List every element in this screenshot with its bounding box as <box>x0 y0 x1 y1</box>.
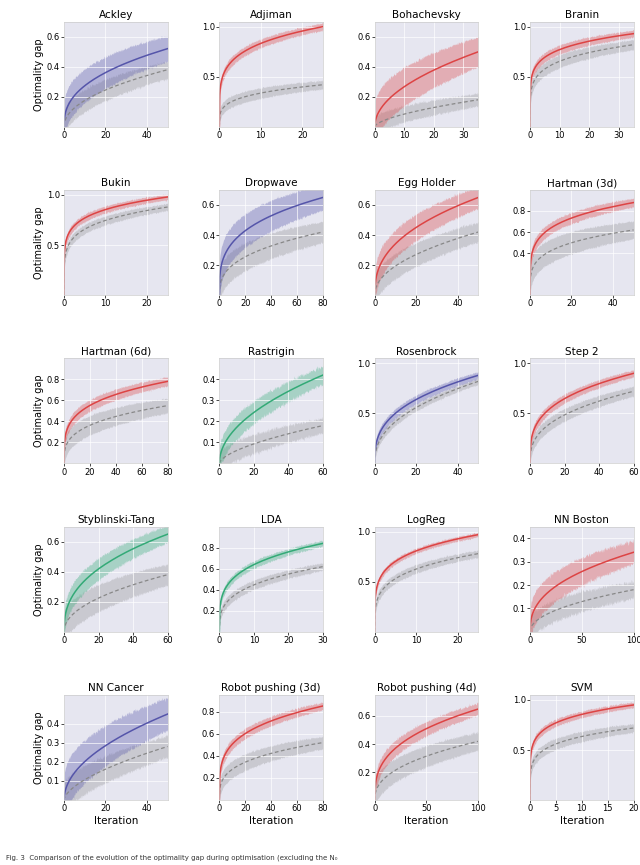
Title: Ackley: Ackley <box>99 10 133 20</box>
Title: Bukin: Bukin <box>101 178 131 189</box>
Title: NN Cancer: NN Cancer <box>88 683 143 694</box>
Y-axis label: Optimality gap: Optimality gap <box>34 543 44 616</box>
Title: LDA: LDA <box>260 516 282 525</box>
Title: Branin: Branin <box>564 10 599 20</box>
Title: Egg Holder: Egg Holder <box>397 178 455 189</box>
Y-axis label: Optimality gap: Optimality gap <box>34 38 44 111</box>
Title: Styblinski-Tang: Styblinski-Tang <box>77 516 155 525</box>
Y-axis label: Optimality gap: Optimality gap <box>34 711 44 784</box>
X-axis label: Iteration: Iteration <box>404 816 449 826</box>
Text: Fig. 3  Comparison of the evolution of the optimality gap during optimisation (e: Fig. 3 Comparison of the evolution of th… <box>6 854 338 861</box>
Title: Adjiman: Adjiman <box>250 10 292 20</box>
X-axis label: Iteration: Iteration <box>249 816 293 826</box>
Title: Rosenbrock: Rosenbrock <box>396 347 457 356</box>
Y-axis label: Optimality gap: Optimality gap <box>34 206 44 279</box>
Title: Robot pushing (3d): Robot pushing (3d) <box>221 683 321 694</box>
Title: LogReg: LogReg <box>407 516 445 525</box>
Title: Rastrigin: Rastrigin <box>248 347 294 356</box>
Title: NN Boston: NN Boston <box>554 516 609 525</box>
Title: SVM: SVM <box>570 683 593 694</box>
Title: Bohachevsky: Bohachevsky <box>392 10 461 20</box>
Title: Hartman (3d): Hartman (3d) <box>547 178 617 189</box>
Title: Robot pushing (4d): Robot pushing (4d) <box>377 683 476 694</box>
Title: Dropwave: Dropwave <box>245 178 298 189</box>
Y-axis label: Optimality gap: Optimality gap <box>34 375 44 447</box>
X-axis label: Iteration: Iteration <box>559 816 604 826</box>
Title: Hartman (6d): Hartman (6d) <box>81 347 151 356</box>
X-axis label: Iteration: Iteration <box>93 816 138 826</box>
Title: Step 2: Step 2 <box>565 347 598 356</box>
